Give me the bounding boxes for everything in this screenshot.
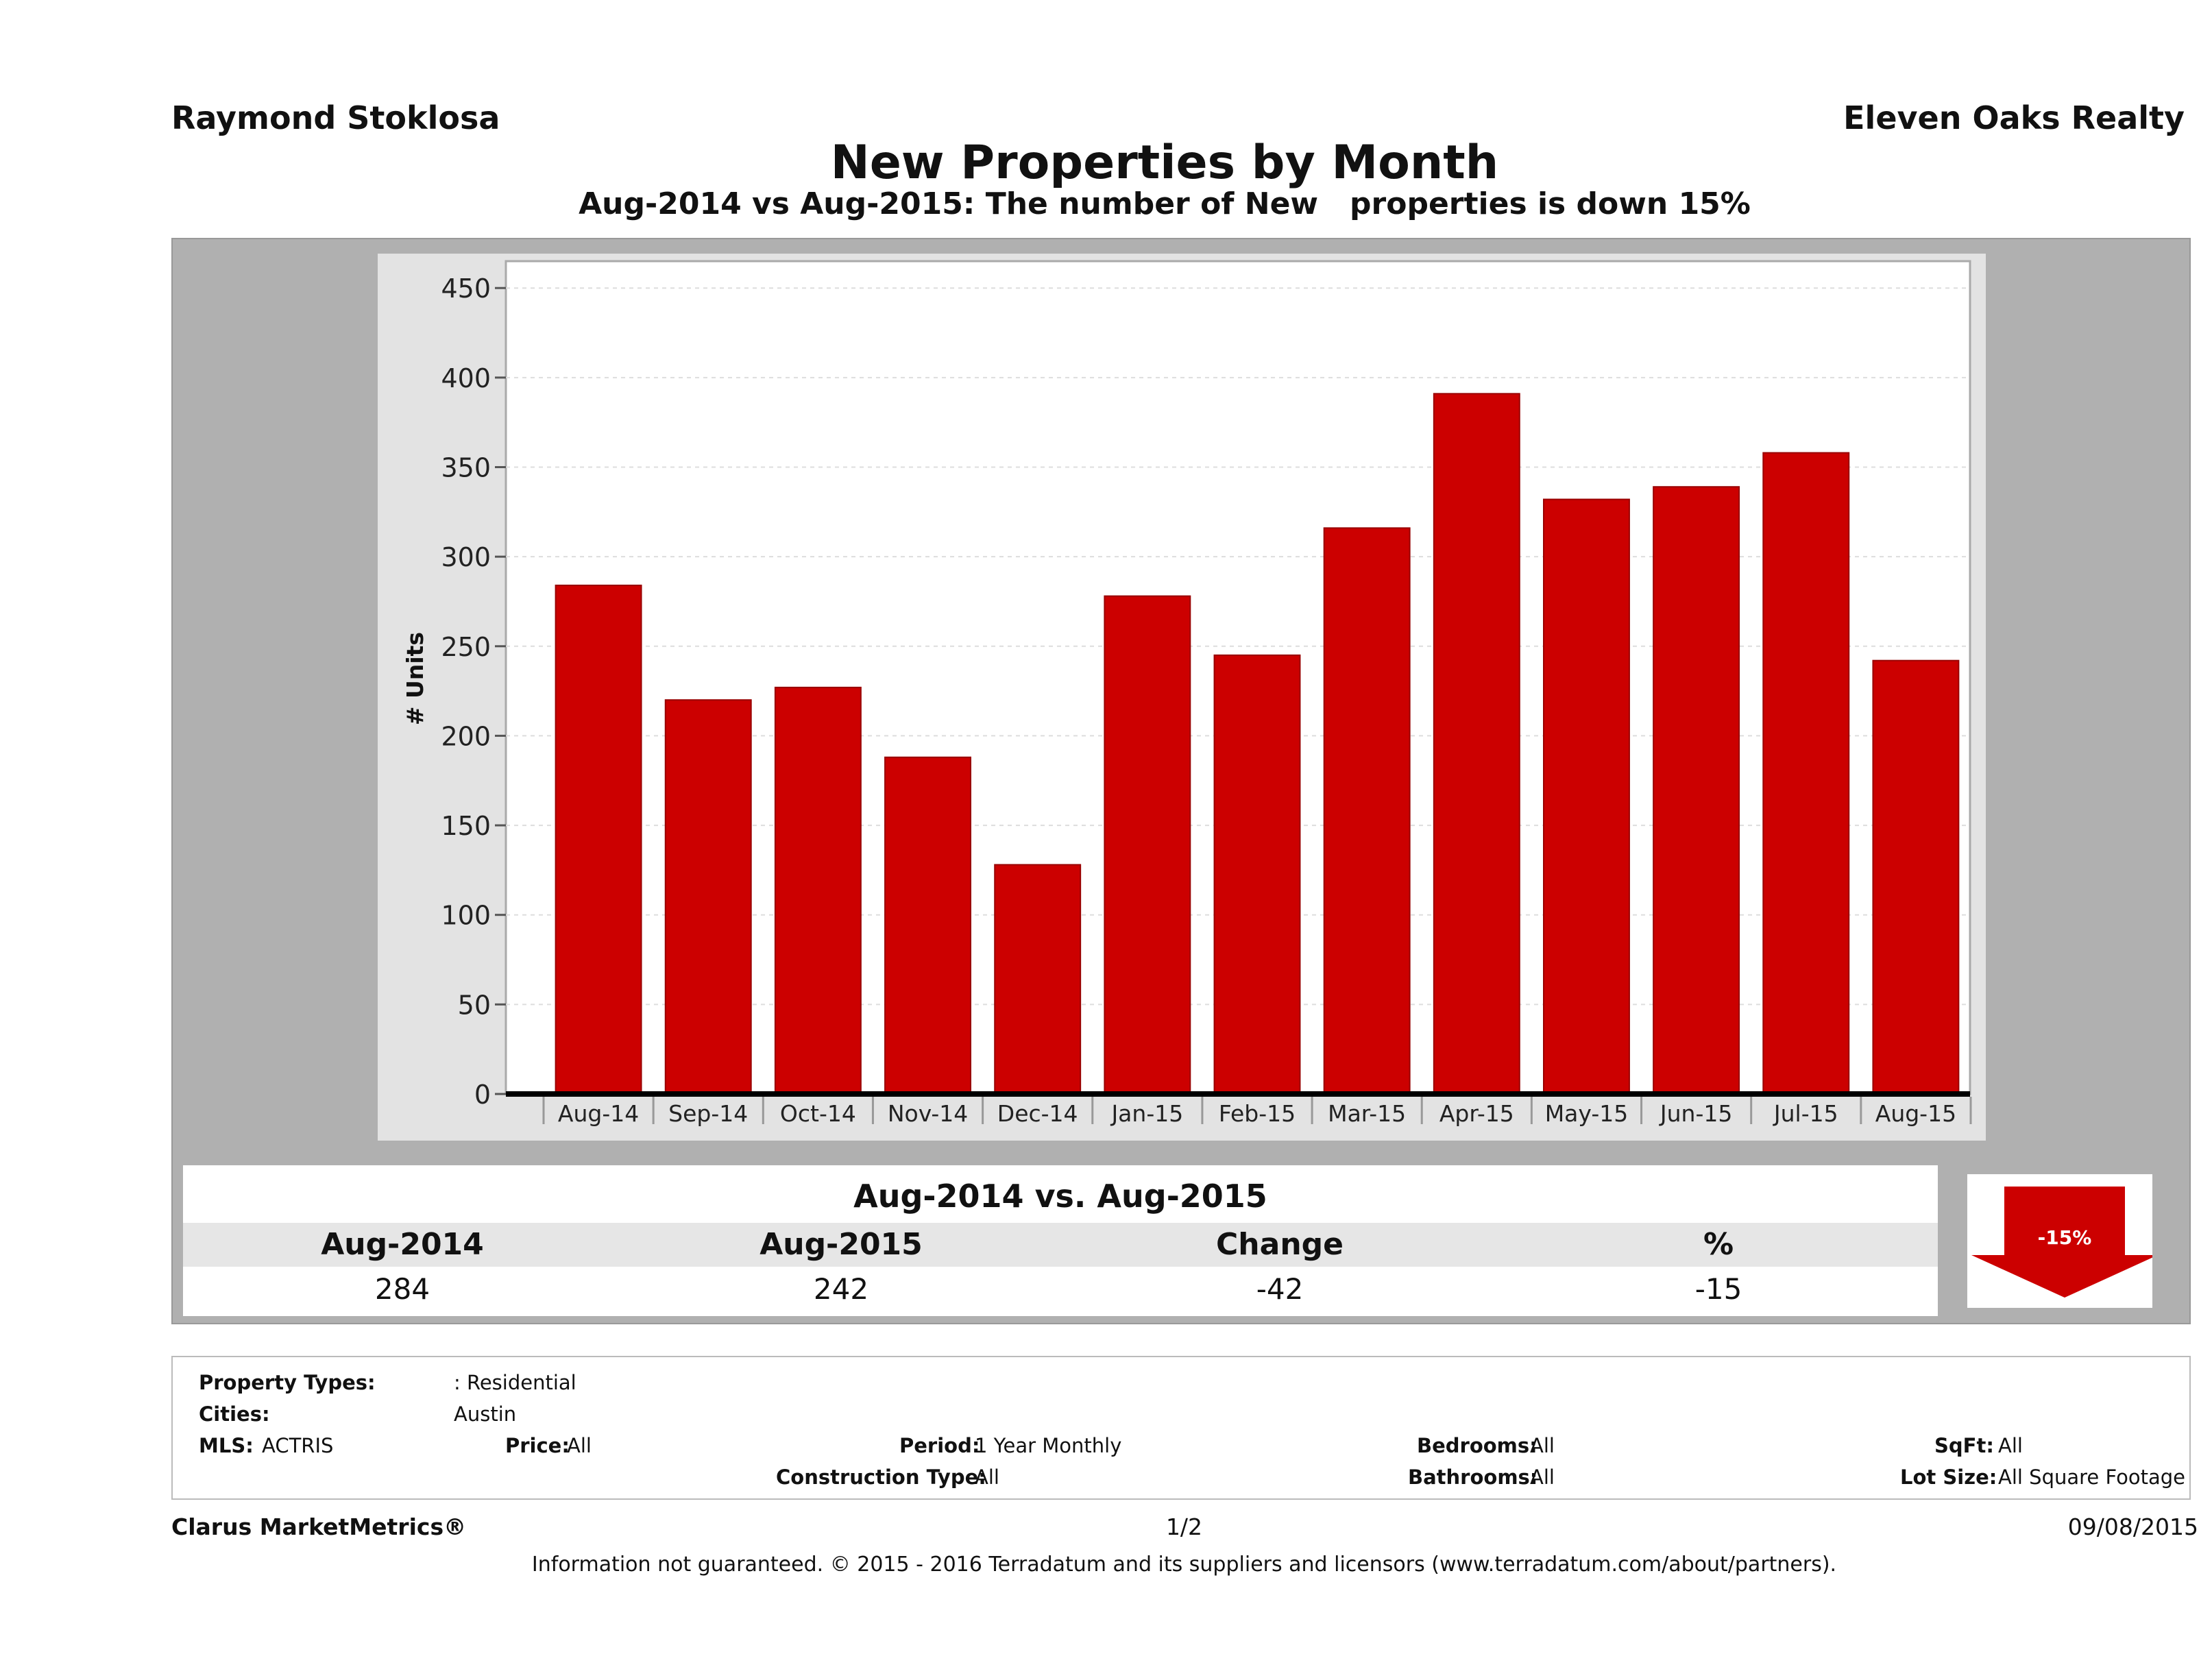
y-tick-label: 450 xyxy=(441,273,491,304)
bar-aug-14 xyxy=(555,584,642,1095)
chart-title: New Properties by Month xyxy=(830,136,1499,190)
bar-oct-14 xyxy=(774,686,862,1095)
filter-label-bathrooms: Bathrooms: xyxy=(1408,1466,1538,1489)
change-badge-label: -15% xyxy=(2038,1226,2092,1249)
bar-jun-15 xyxy=(1653,486,1740,1095)
filter-value-mls: ACTRIS xyxy=(262,1434,334,1457)
summary-value-cell: 284 xyxy=(374,1272,430,1306)
filters-panel: Property Types: : Residential Cities: Au… xyxy=(171,1356,2191,1500)
x-tick-label: Jun-15 xyxy=(1659,1100,1732,1127)
down-arrow-icon xyxy=(1971,1187,2158,1298)
x-tick-label: Nov-14 xyxy=(888,1100,968,1127)
bar-jan-15 xyxy=(1104,595,1191,1095)
x-tick-label: Aug-15 xyxy=(1875,1100,1956,1127)
x-tick-label: Sep-14 xyxy=(668,1100,748,1127)
x-tick-label: Jan-15 xyxy=(1110,1100,1183,1127)
chart-subtitle: Aug-2014 vs Aug-2015: The number of New … xyxy=(579,186,1751,221)
footer-disclaimer: Information not guaranteed. © 2015 - 201… xyxy=(531,1553,1837,1577)
summary-value-row: 284 242 -42 -15 xyxy=(183,1269,1938,1309)
x-tick-label: Feb-15 xyxy=(1219,1100,1296,1127)
bar-chart: 0 50 100 150 200 250 300 350 400 450 Aug-14 Sep-14… xyxy=(378,254,1986,1141)
filter-label-sqft: SqFt: xyxy=(1934,1434,1994,1457)
bar-nov-14 xyxy=(884,756,971,1095)
bar-may-15 xyxy=(1543,498,1630,1095)
y-tick-label: 150 xyxy=(441,811,491,841)
summary-title: Aug-2014 vs. Aug-2015 xyxy=(853,1178,1267,1215)
summary-value-cell: -15 xyxy=(1694,1272,1742,1306)
agent-name: Raymond Stoklosa xyxy=(171,99,500,136)
filter-label-price: Price: xyxy=(505,1434,570,1457)
bar-jul-15 xyxy=(1762,452,1850,1095)
summary-header-cell: Aug-2014 xyxy=(321,1227,484,1262)
x-tick-label: Mar-15 xyxy=(1328,1100,1406,1127)
y-tick-label: 350 xyxy=(441,452,491,483)
bar-apr-15 xyxy=(1433,393,1520,1095)
filter-label-construction: Construction Type: xyxy=(776,1466,986,1489)
x-tick-label: Apr-15 xyxy=(1439,1100,1514,1127)
filter-label-property-types: Property Types: xyxy=(199,1371,376,1394)
filter-value-bedrooms: All xyxy=(1530,1434,1555,1457)
filter-value-property-types: : Residential xyxy=(454,1371,576,1394)
x-tick-label: Jul-15 xyxy=(1773,1100,1838,1127)
x-tick-label: May-15 xyxy=(1545,1100,1629,1127)
x-tick-label: Aug-14 xyxy=(558,1100,639,1127)
bar-dec-14 xyxy=(994,864,1082,1095)
y-tick-label: 200 xyxy=(441,721,491,751)
filter-value-lot-size: All Square Footage xyxy=(1998,1466,2186,1489)
y-tick-label: 300 xyxy=(441,542,491,572)
bar-aug-15 xyxy=(1872,659,1960,1095)
summary-header-cell: Aug-2015 xyxy=(759,1227,923,1262)
filter-label-lot-size: Lot Size: xyxy=(1900,1466,1997,1489)
footer-page-number: 1/2 xyxy=(1165,1513,1203,1540)
summary-value-cell: 242 xyxy=(813,1272,869,1306)
summary-header-row: Aug-2014 Aug-2015 Change % xyxy=(183,1223,1938,1267)
filter-value-bathrooms: All xyxy=(1530,1466,1555,1489)
summary-value-cell: -42 xyxy=(1256,1272,1304,1306)
footer-date: 09/08/2015 xyxy=(2067,1513,2198,1540)
bars xyxy=(555,393,1960,1095)
bar-mar-15 xyxy=(1323,527,1411,1095)
bar-feb-15 xyxy=(1213,654,1301,1095)
summary-header-cell: % xyxy=(1703,1227,1734,1262)
x-axis-ticks: Aug-14 Sep-14 Oct-14 Nov-14 Dec-14 Jan-15 Feb-… xyxy=(542,1097,1972,1127)
filter-value-cities: Austin xyxy=(454,1402,517,1426)
bar-sep-14 xyxy=(664,699,752,1095)
filter-value-price: All xyxy=(567,1434,592,1457)
summary-header-cell: Change xyxy=(1216,1227,1344,1262)
footer-brand: Clarus MarketMetrics® xyxy=(171,1513,467,1540)
filter-label-mls: MLS: xyxy=(199,1434,254,1457)
change-badge: -15% xyxy=(1967,1174,2158,1308)
filter-label-period: Period: xyxy=(899,1434,980,1457)
y-axis-label: # Units xyxy=(402,632,428,725)
y-tick-label: 400 xyxy=(441,363,491,393)
y-tick-label: 50 xyxy=(458,990,491,1020)
x-tick-label: Dec-14 xyxy=(997,1100,1078,1127)
y-tick-label: 100 xyxy=(441,901,491,931)
filter-value-construction: All xyxy=(975,1466,999,1489)
summary-table: Aug-2014 vs. Aug-2015 Aug-2014 Aug-2015 … xyxy=(183,1165,1938,1316)
filter-label-cities: Cities: xyxy=(199,1402,270,1426)
filter-value-sqft: All xyxy=(1998,1434,2023,1457)
filter-value-period: 1 Year Monthly xyxy=(975,1434,1122,1457)
y-axis-ticks: 0 50 100 150 200 250 300 350 400 450 xyxy=(441,273,506,1110)
y-tick-label: 0 xyxy=(474,1080,491,1110)
summary-title-row: Aug-2014 vs. Aug-2015 xyxy=(183,1175,1938,1219)
company-name: Eleven Oaks Realty xyxy=(1843,99,2185,136)
x-tick-label: Oct-14 xyxy=(780,1100,856,1127)
y-tick-label: 250 xyxy=(441,632,491,662)
filter-label-bedrooms: Bedrooms: xyxy=(1417,1434,1538,1457)
